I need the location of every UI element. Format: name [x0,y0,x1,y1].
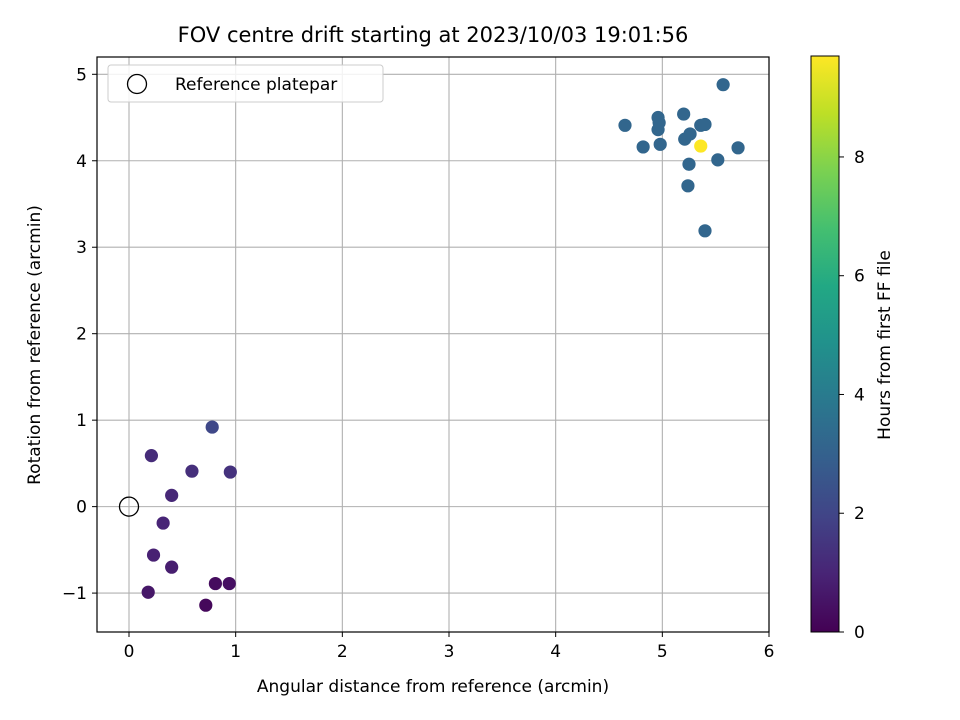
data-point [682,157,696,171]
grid-layer [97,57,770,632]
data-point [653,137,667,151]
plot-frame [96,56,770,633]
data-point [165,560,179,574]
legend: Reference platepar [107,64,384,103]
colorbar-tick-label: 4 [854,385,865,405]
x-tick-label: 6 [764,642,775,662]
x-tick-label: 4 [550,642,561,662]
x-tick-label: 0 [124,642,135,662]
data-point [681,179,695,193]
x-tick-label: 1 [230,642,241,662]
x-tick-label: 2 [337,642,348,662]
data-point [683,127,697,141]
legend-open-circle-marker [126,73,148,95]
data-point [698,117,712,132]
y-tick-label: 5 [76,65,87,85]
data-point [223,465,237,479]
colorbar-label: Hours from first FF file [875,250,895,440]
data-point [711,153,725,167]
x-axis-label: Angular distance from reference (arcmin) [257,677,609,697]
x-tick-label: 5 [657,642,668,662]
data-point [636,140,650,154]
data-point [146,548,161,562]
reference-platepar-marker [118,496,140,517]
data-point [208,576,222,591]
chart-title: FOV centre drift starting at 2023/10/03 … [178,23,689,47]
data-point [698,224,712,238]
data-points [118,78,745,612]
legend-box [107,64,384,103]
colorbar-tick-label: 0 [854,623,865,643]
colorbar-gradient [810,55,840,633]
legend-label: Reference platepar [175,75,337,95]
y-tick-label: −1 [62,584,87,604]
data-point [165,488,179,502]
colorbar-ticks: 0 2 4 6 8 [839,148,865,643]
data-point [652,116,666,130]
y-tick-label: 4 [76,152,87,172]
colorbar-tick-label: 2 [854,504,865,524]
data-point [199,598,213,612]
data-point [141,585,155,599]
y-axis-ticks: −1 0 1 2 3 4 5 [62,65,97,604]
colorbar-tick-label: 8 [854,148,865,168]
data-point [716,78,730,92]
y-tick-label: 3 [76,238,87,258]
y-tick-label: 0 [76,498,87,518]
colorbar-tick-label: 6 [854,267,865,287]
data-point [144,449,158,463]
data-point [618,118,632,132]
y-tick-label: 2 [76,325,87,345]
y-tick-label: 1 [76,411,87,431]
data-point [156,516,170,530]
x-tick-label: 3 [444,642,455,662]
data-point [677,107,691,121]
data-point [222,576,236,591]
data-point [205,420,219,434]
x-axis-ticks: 0 1 2 3 4 5 6 [124,632,775,662]
y-axis-label: Rotation from reference (arcmin) [25,205,45,485]
data-point [694,139,708,153]
data-point [731,141,745,155]
colorbar: 0 2 4 6 8 Hours from first FF file [810,55,895,643]
data-point [185,464,199,478]
